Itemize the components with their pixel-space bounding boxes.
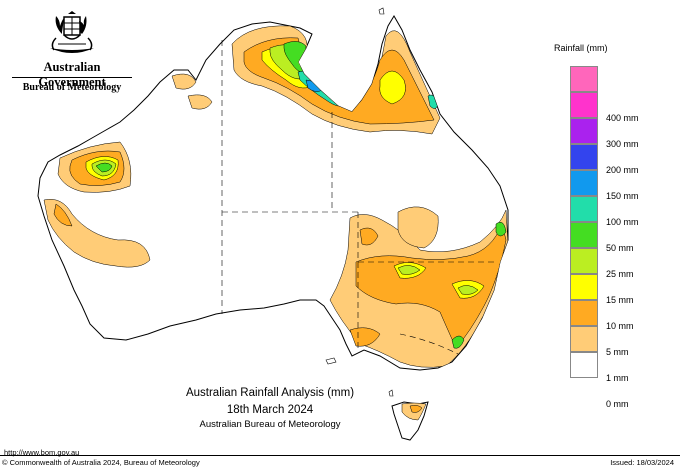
bureau-name: Bureau of Meteorology [22,82,122,93]
legend-label: 100 mm [606,217,639,227]
legend-title: Rainfall (mm) [554,43,608,53]
legend-swatch [570,352,598,378]
legend-label: 15 mm [606,295,634,305]
legend-swatch [570,248,598,274]
legend-swatch [570,300,598,326]
legend-swatch [570,92,598,118]
legend-swatch [570,170,598,196]
caption-source: Australian Bureau of Meteorology [199,419,341,430]
legend-swatch [570,66,598,92]
caption-title: Australian Rainfall Analysis (mm) [185,387,355,399]
legend-label: 25 mm [606,269,634,279]
caption-date: 18th March 2024 [226,404,314,416]
coat-of-arms-icon [50,11,94,53]
legend-swatch [570,274,598,300]
rainfall-zones [43,25,508,368]
legend-label: 400 mm [606,113,639,123]
legend-label: 5 mm [606,347,629,357]
map-caption: Australian Rainfall Analysis (mm) 18th M… [120,387,420,430]
legend-label: 50 mm [606,243,634,253]
state-borders [221,40,496,355]
legend-swatch [570,222,598,248]
legend-swatch [570,196,598,222]
issued-date: Issued: 18/03/2024 [610,458,674,467]
legend-label: 10 mm [606,321,634,331]
legend-label: 300 mm [606,139,639,149]
website-link[interactable]: http://www.bom.gov.au [4,448,80,457]
header-divider [12,77,132,78]
copyright-text: © Commonwealth of Australia 2024, Bureau… [2,458,200,467]
rainfall-map [37,7,509,441]
government-name: Australian Government [38,60,106,89]
legend-label: 0 mm [606,399,629,409]
legend-label: 150 mm [606,191,639,201]
footer-divider [0,455,680,456]
rainfall-legend: Rainfall (mm) 400 mm 300 mm 200 mm 150 mm 10… [554,40,670,409]
legend-swatch [570,326,598,352]
legend-swatch [570,144,598,170]
government-header: Australian Government Bureau of Meteorol… [8,10,134,96]
legend-label: 200 mm [606,165,639,175]
legend-label: 1 mm [606,373,629,383]
legend-swatch [570,118,598,144]
